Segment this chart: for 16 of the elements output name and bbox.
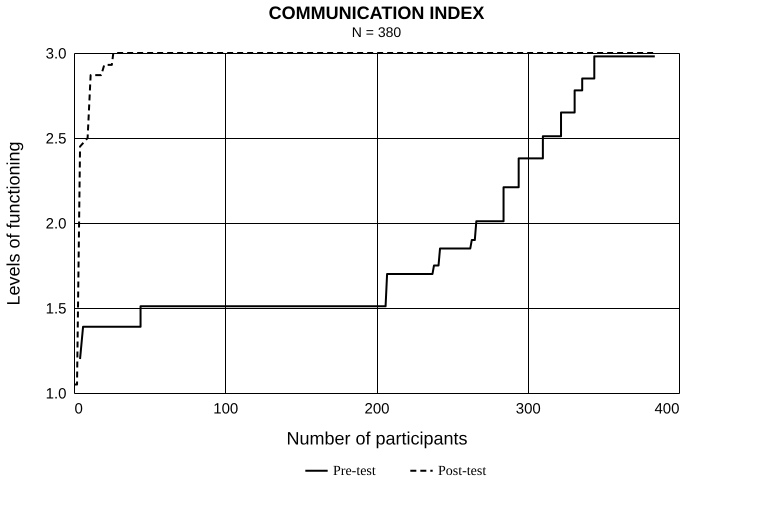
x-tick-label: 200 — [364, 400, 390, 418]
chart-title: COMMUNICATION INDEX — [268, 3, 484, 23]
x-tick-label: 300 — [516, 400, 541, 418]
x-tick-label: 400 — [654, 400, 680, 418]
x-tick-label: 0 — [74, 400, 83, 418]
y-tick-label: 3.0 — [46, 46, 66, 62]
y-tick-label: 2.5 — [46, 130, 66, 148]
y-axis-title: Levels of functioning — [4, 141, 24, 306]
legend-label: Pre-test — [333, 464, 376, 479]
x-tick-label: 100 — [213, 400, 238, 418]
y-tick-label: 1.0 — [46, 386, 66, 402]
y-tick-label: 2.0 — [46, 216, 66, 232]
legend-label: Post-test — [438, 464, 486, 479]
chart-subtitle: N = 380 — [352, 24, 402, 40]
y-tick-label: 1.5 — [46, 300, 66, 318]
x-axis-title: Number of participants — [286, 428, 468, 448]
